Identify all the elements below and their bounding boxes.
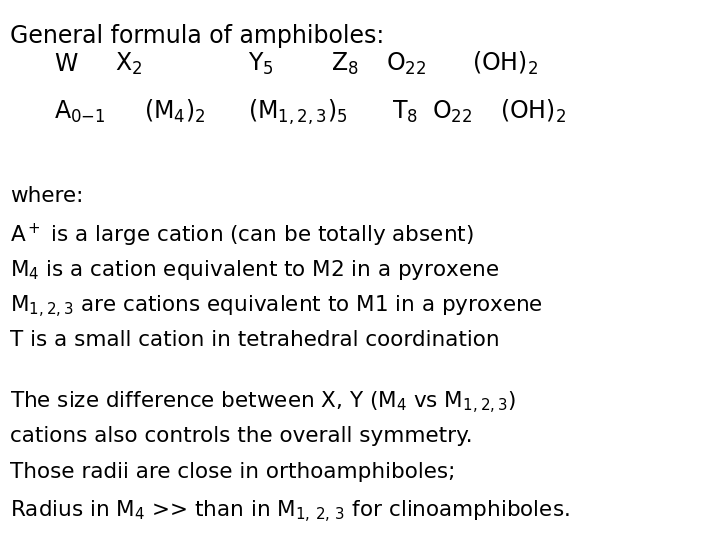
Text: $\mathsf{M_4}$ is a cation equivalent to M2 in a pyroxene: $\mathsf{M_4}$ is a cation equivalent to… <box>10 258 499 281</box>
Text: $\mathsf{(OH)_2}$: $\mathsf{(OH)_2}$ <box>500 98 567 125</box>
Text: $\mathsf{O_{22}}$: $\mathsf{O_{22}}$ <box>432 99 472 125</box>
Text: $\mathsf{(M_{1,2,3})_5}$: $\mathsf{(M_{1,2,3})_5}$ <box>248 98 348 127</box>
Text: $\mathsf{(OH)_2}$: $\mathsf{(OH)_2}$ <box>472 50 538 77</box>
Text: Those radii are close in orthoamphiboles;: Those radii are close in orthoamphiboles… <box>10 462 456 482</box>
Text: The size difference between X, Y ($\mathsf{M_4}$ vs $\mathsf{M_{1,2,3}}$): The size difference between X, Y ($\math… <box>10 390 516 416</box>
Text: $\mathsf{(M_4)_2}$: $\mathsf{(M_4)_2}$ <box>144 98 205 125</box>
Text: $\mathsf{O_{22}}$: $\mathsf{O_{22}}$ <box>386 51 426 77</box>
Text: $\mathsf{M_{1,2,3}}$ are cations equivalent to M1 in a pyroxene: $\mathsf{M_{1,2,3}}$ are cations equival… <box>10 294 543 320</box>
Text: $\mathsf{Z_8}$: $\mathsf{Z_8}$ <box>331 51 359 77</box>
Text: Radius in $\mathsf{M_4}$ >> than in $\mathsf{M_{1,\,2,\,3}}$ for clinoamphiboles: Radius in $\mathsf{M_4}$ >> than in $\ma… <box>10 498 570 525</box>
Text: T is a small cation in tetrahedral coordination: T is a small cation in tetrahedral coord… <box>10 330 500 350</box>
Text: $\mathsf{W}$: $\mathsf{W}$ <box>54 52 78 76</box>
Text: where:: where: <box>10 186 84 206</box>
Text: $\mathsf{Y_5}$: $\mathsf{Y_5}$ <box>248 51 274 77</box>
Text: $\mathsf{X_2}$: $\mathsf{X_2}$ <box>115 51 143 77</box>
Text: General formula of amphiboles:: General formula of amphiboles: <box>10 24 384 48</box>
Text: $\mathsf{T_8}$: $\mathsf{T_8}$ <box>392 99 418 125</box>
Text: cations also controls the overall symmetry.: cations also controls the overall symmet… <box>10 426 473 446</box>
Text: $\mathsf{A^+}$ is a large cation (can be totally absent): $\mathsf{A^+}$ is a large cation (can be… <box>10 221 474 249</box>
Text: $\mathsf{A_{0\mathsf{-}1}}$: $\mathsf{A_{0\mathsf{-}1}}$ <box>54 99 106 125</box>
